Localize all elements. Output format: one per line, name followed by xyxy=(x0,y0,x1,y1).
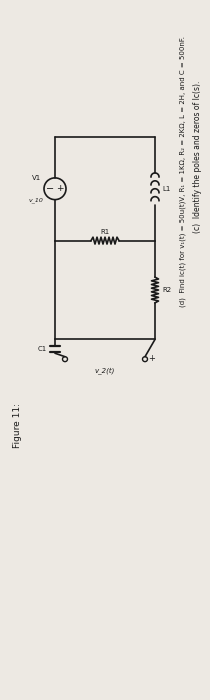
Text: R2: R2 xyxy=(162,287,171,293)
Text: Figure 11:: Figure 11: xyxy=(13,403,22,448)
Text: (c)  Identify the poles and zeros of Iᴄ(s).: (c) Identify the poles and zeros of Iᴄ(s… xyxy=(193,80,202,233)
Text: v_2(t): v_2(t) xyxy=(95,367,115,374)
Text: V1: V1 xyxy=(32,175,41,181)
Text: C1: C1 xyxy=(38,346,47,352)
Text: (d)  Find iᴄ(t) for v₁(t) = 50u(t)V, R₁ = 1KΩ, R₂ = 2KΩ, L = 2H, and C = 500nF.: (d) Find iᴄ(t) for v₁(t) = 50u(t)V, R₁ =… xyxy=(180,36,186,307)
Text: L1: L1 xyxy=(162,186,170,192)
Text: −: − xyxy=(46,183,55,194)
Text: R1: R1 xyxy=(100,229,110,234)
Text: +: + xyxy=(148,354,155,363)
Text: +: + xyxy=(56,184,63,193)
Text: v_10: v_10 xyxy=(28,197,43,203)
